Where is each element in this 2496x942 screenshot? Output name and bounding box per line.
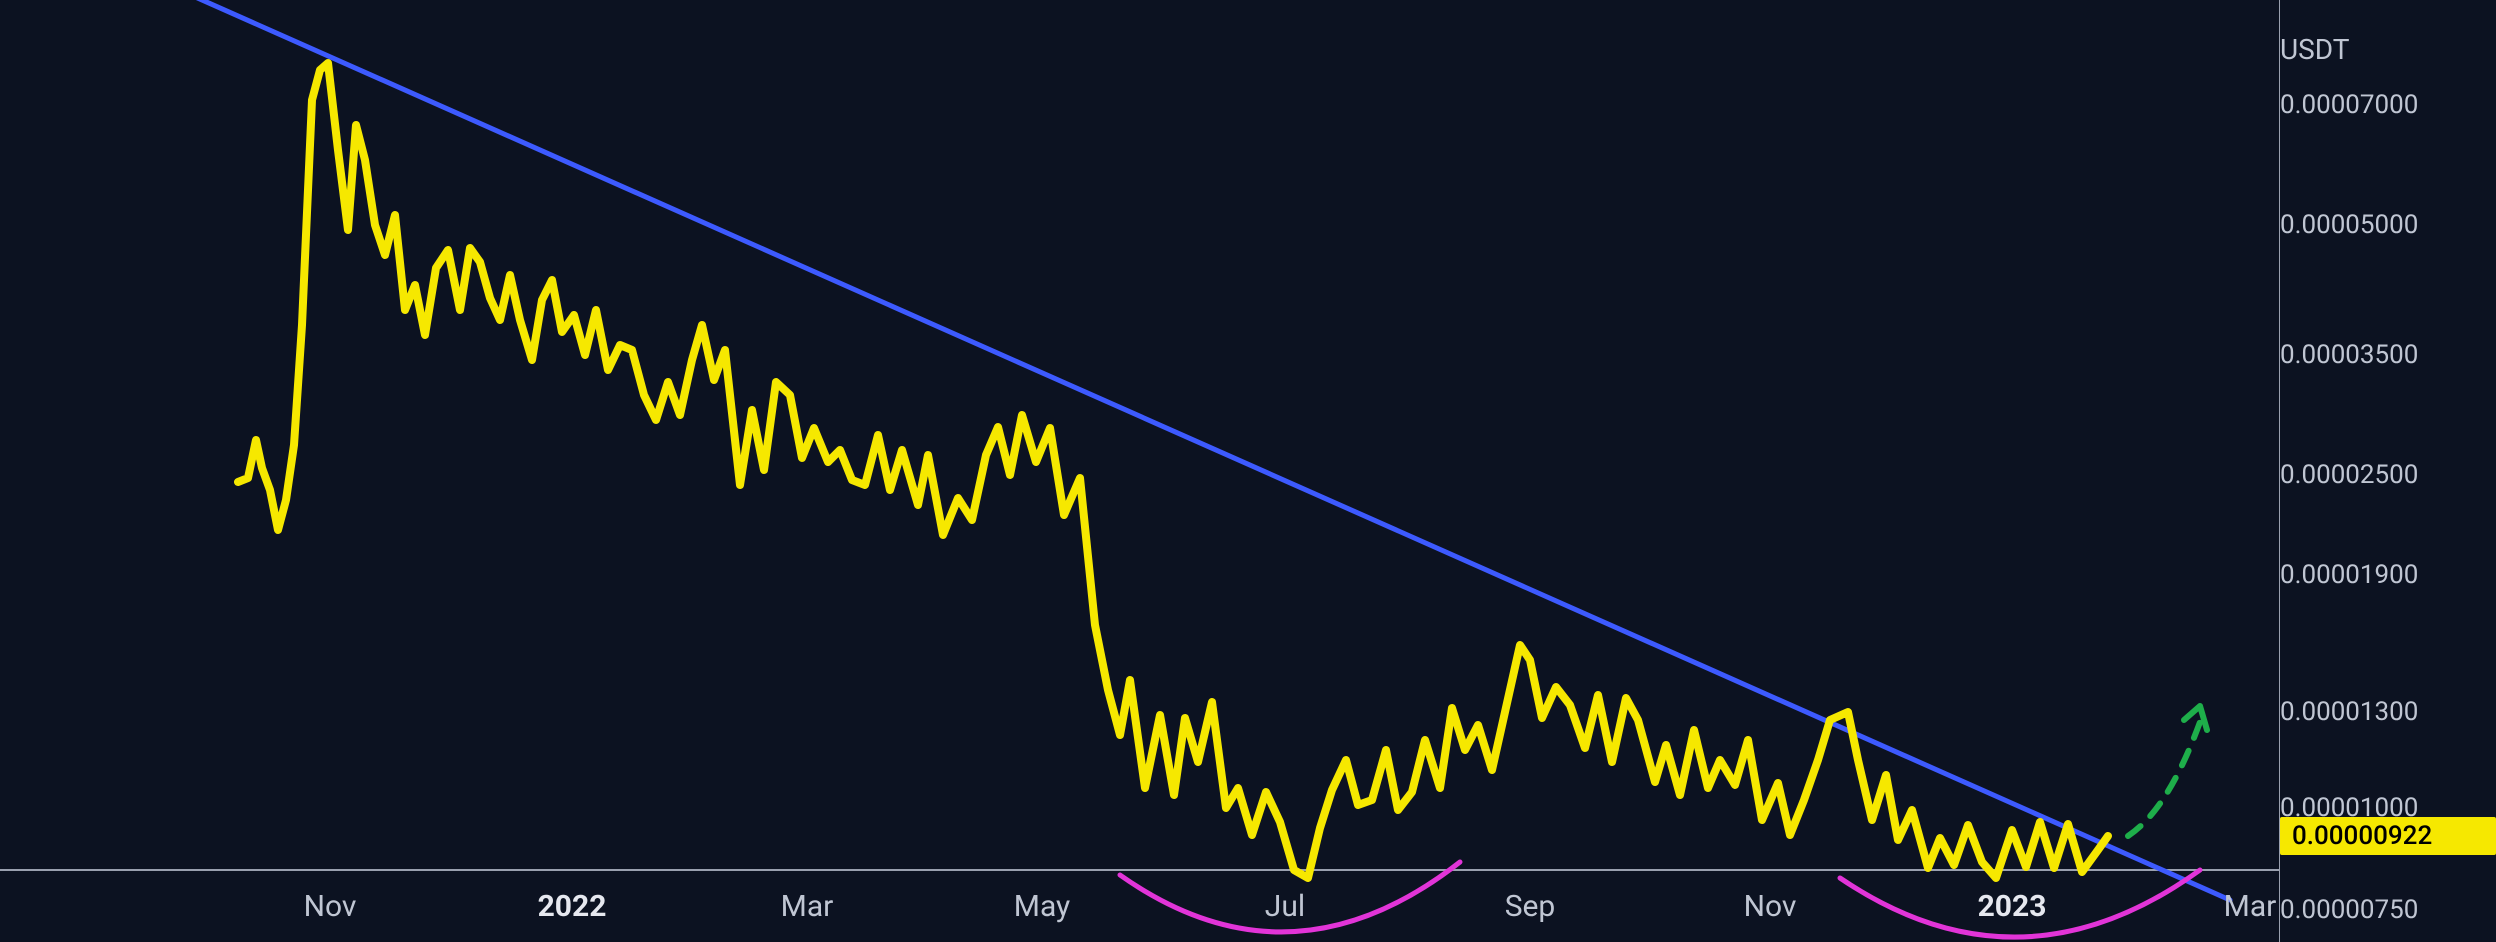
x-tick-label: Mar	[781, 889, 834, 924]
y-tick-label: 0.00000750	[2268, 895, 2496, 925]
x-tick-label: May	[1014, 889, 1070, 924]
current-price-label: 0.00000922	[2280, 817, 2496, 855]
x-tick-label: 2023	[1978, 889, 2047, 924]
y-tick-label: 0.00001900	[2268, 560, 2496, 590]
x-tick-label: Mar	[2224, 889, 2277, 924]
y-tick-label: 0.00002500	[2268, 460, 2496, 490]
y-tick-label: 0.00007000	[2268, 90, 2496, 120]
price-chart[interactable]: USDT 0.00007000 0.00005000 0.00003500 0.000…	[0, 0, 2496, 942]
x-tick-label: Nov	[1744, 889, 1797, 924]
y-axis-unit-label: USDT	[2268, 33, 2496, 66]
x-tick-label: 2022	[538, 889, 607, 924]
y-tick-label: 0.00001300	[2268, 697, 2496, 727]
y-tick-label: 0.00005000	[2268, 210, 2496, 240]
chart-canvas	[0, 0, 2496, 942]
x-tick-label: Sep	[1505, 889, 1556, 924]
x-tick-label: Nov	[304, 889, 357, 924]
y-tick-label: 0.00003500	[2268, 340, 2496, 370]
x-tick-label: Jul	[1265, 889, 1305, 924]
